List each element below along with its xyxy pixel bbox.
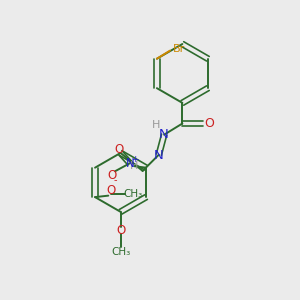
Text: H: H xyxy=(130,161,139,172)
Text: N: N xyxy=(159,128,168,141)
Text: O: O xyxy=(106,184,116,197)
Text: H: H xyxy=(152,120,160,130)
Text: -: - xyxy=(114,175,118,185)
Text: +: + xyxy=(131,155,139,164)
Text: O: O xyxy=(116,224,125,238)
Text: N: N xyxy=(125,157,134,170)
Text: Br: Br xyxy=(172,44,185,54)
Text: CH₃: CH₃ xyxy=(111,247,130,256)
Text: O: O xyxy=(114,143,123,156)
Text: O: O xyxy=(108,169,117,182)
Text: O: O xyxy=(205,117,214,130)
Text: CH₃: CH₃ xyxy=(123,189,142,199)
Text: N: N xyxy=(154,149,164,162)
